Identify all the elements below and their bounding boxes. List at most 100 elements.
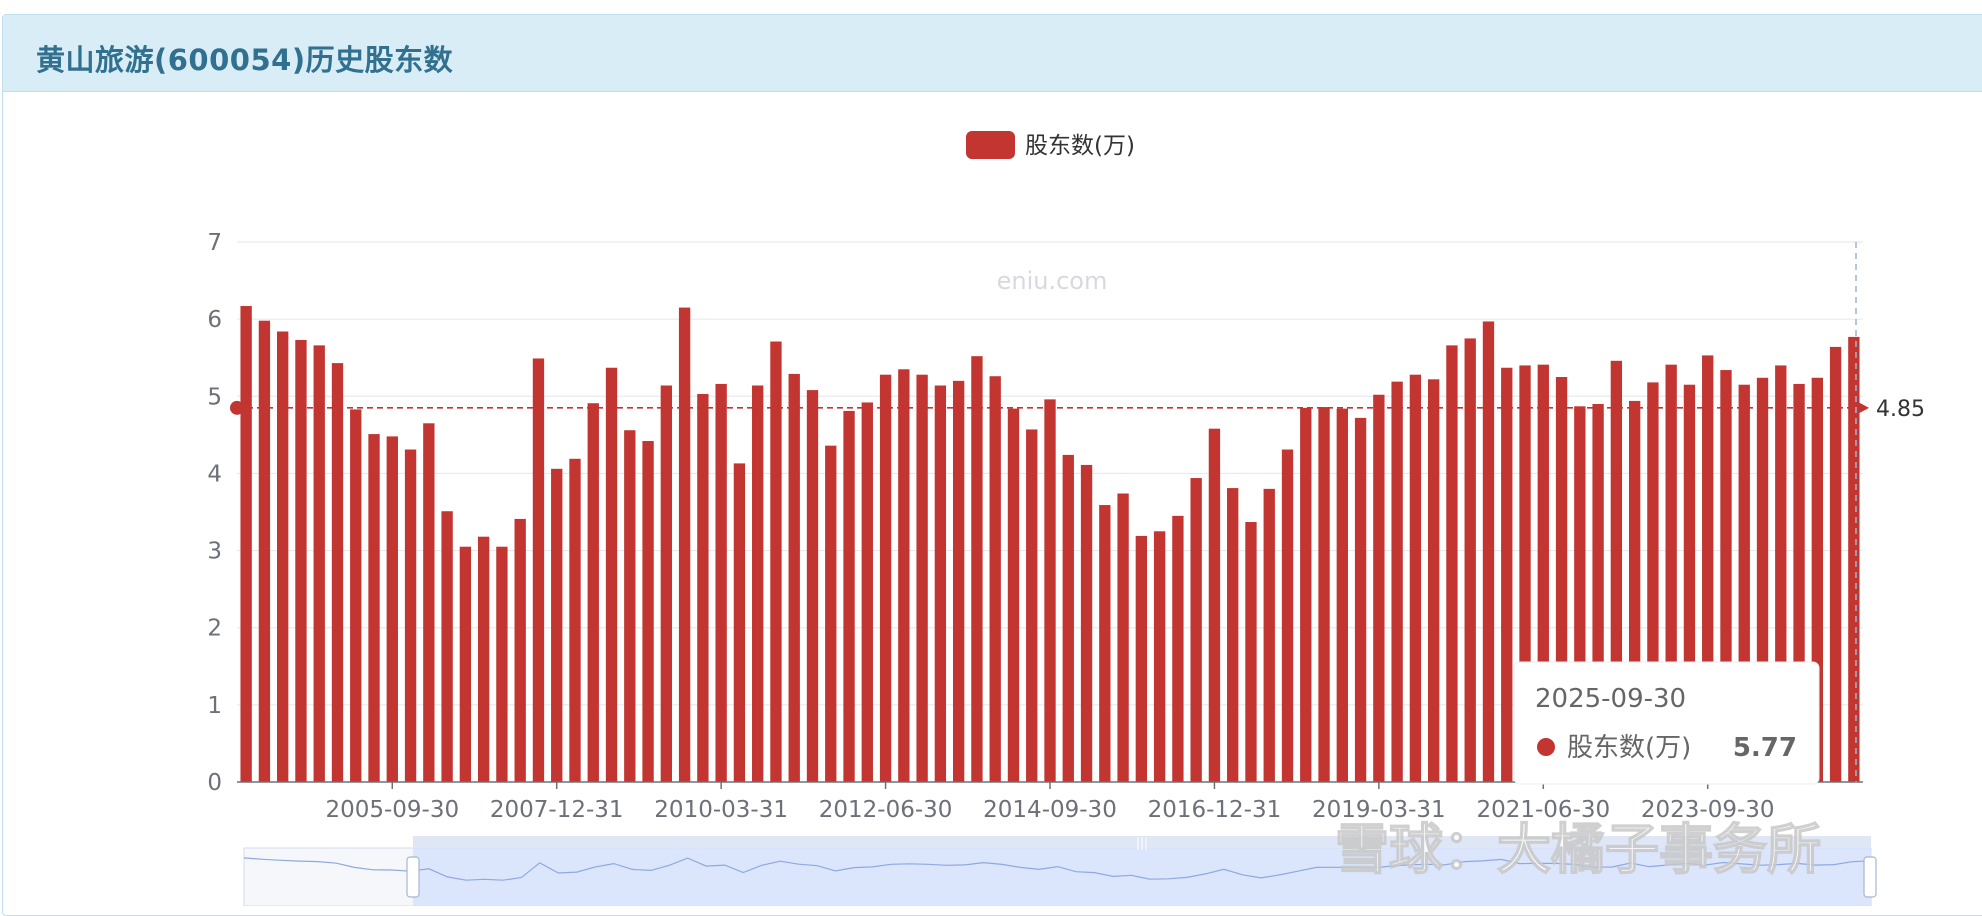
legend-label[interactable]: 股东数(万) xyxy=(1025,133,1135,159)
bar[interactable] xyxy=(1026,429,1038,782)
bar[interactable] xyxy=(459,546,472,782)
bar[interactable] xyxy=(240,306,252,782)
bar[interactable] xyxy=(1373,394,1385,782)
bar[interactable] xyxy=(441,511,453,782)
bar[interactable] xyxy=(532,358,545,782)
bar[interactable] xyxy=(1555,377,1568,782)
bar[interactable] xyxy=(624,430,636,782)
bar[interactable] xyxy=(733,463,746,782)
bar[interactable] xyxy=(1793,383,1805,782)
bar[interactable] xyxy=(1007,408,1020,782)
bar[interactable] xyxy=(1153,531,1166,782)
bar[interactable] xyxy=(788,373,800,782)
zoom-move-grip-icon[interactable]: ||| xyxy=(1136,836,1148,850)
bar[interactable] xyxy=(752,385,764,782)
bar[interactable] xyxy=(569,458,581,782)
bar[interactable] xyxy=(1848,336,1860,782)
bar[interactable] xyxy=(1227,488,1239,782)
bar[interactable] xyxy=(697,393,709,782)
bar[interactable] xyxy=(1446,345,1458,782)
bar[interactable] xyxy=(551,468,563,782)
bar[interactable] xyxy=(1099,505,1111,782)
bar[interactable] xyxy=(898,369,910,782)
bar[interactable] xyxy=(1702,355,1714,782)
bar[interactable] xyxy=(1391,381,1403,782)
bar[interactable] xyxy=(1263,488,1275,782)
bar[interactable] xyxy=(660,385,672,782)
bar[interactable] xyxy=(1775,365,1787,782)
bar[interactable] xyxy=(1738,384,1750,782)
bar[interactable] xyxy=(1409,374,1422,782)
bar[interactable] xyxy=(1592,404,1604,782)
bar[interactable] xyxy=(952,380,965,782)
bar[interactable] xyxy=(843,410,855,782)
bar[interactable] xyxy=(806,390,819,782)
bar[interactable] xyxy=(1281,449,1294,782)
bar[interactable] xyxy=(1537,364,1549,782)
bar[interactable] xyxy=(514,518,526,782)
tooltip-date: 2025-09-30 xyxy=(1535,684,1686,714)
bar[interactable] xyxy=(934,385,947,782)
bar[interactable] xyxy=(1044,399,1056,782)
bar[interactable] xyxy=(1080,464,1093,782)
bar[interactable] xyxy=(404,449,417,782)
bar[interactable] xyxy=(1190,478,1202,782)
zoom-move-handle[interactable] xyxy=(413,836,1871,848)
bar[interactable] xyxy=(587,403,599,782)
bar[interactable] xyxy=(258,320,271,782)
legend[interactable]: 股东数(万) xyxy=(966,131,1135,159)
bar[interactable] xyxy=(879,374,892,782)
bar[interactable] xyxy=(1354,417,1367,782)
bar[interactable] xyxy=(423,423,435,782)
bar[interactable] xyxy=(678,307,691,782)
bar[interactable] xyxy=(1464,338,1476,782)
bar[interactable] xyxy=(496,546,508,782)
bar[interactable] xyxy=(386,436,398,782)
bar[interactable] xyxy=(1811,377,1823,782)
bar[interactable] xyxy=(1117,493,1129,782)
bar[interactable] xyxy=(825,445,837,782)
bar[interactable] xyxy=(331,363,344,782)
bar[interactable] xyxy=(1720,370,1732,782)
bar[interactable] xyxy=(1683,384,1696,782)
bar[interactable] xyxy=(1628,400,1641,782)
bar[interactable] xyxy=(350,409,362,782)
bar[interactable] xyxy=(1647,382,1659,782)
bar[interactable] xyxy=(1428,379,1440,782)
bar[interactable] xyxy=(277,331,289,782)
bar[interactable] xyxy=(861,402,873,782)
zoom-handle-right[interactable] xyxy=(1863,856,1877,898)
bar[interactable] xyxy=(916,374,928,782)
bar[interactable] xyxy=(1756,377,1769,782)
bar[interactable] xyxy=(313,345,325,782)
bar[interactable] xyxy=(642,441,654,782)
bar[interactable] xyxy=(1300,407,1312,782)
zoom-handle-left[interactable] xyxy=(406,856,420,898)
bar[interactable] xyxy=(1336,408,1348,782)
data-zoom-slider[interactable]: ||| xyxy=(243,836,1877,906)
bar[interactable] xyxy=(1318,407,1330,782)
bar[interactable] xyxy=(368,434,380,782)
bar[interactable] xyxy=(1245,522,1257,782)
bar[interactable] xyxy=(605,367,618,782)
bar[interactable] xyxy=(715,383,727,782)
legend-swatch[interactable] xyxy=(966,131,1015,159)
bar[interactable] xyxy=(1574,406,1586,782)
bar[interactable] xyxy=(1062,454,1074,782)
bar[interactable] xyxy=(1829,346,1842,782)
bar[interactable] xyxy=(1482,321,1495,782)
bar[interactable] xyxy=(477,536,490,782)
bar[interactable] xyxy=(971,356,983,782)
bar[interactable] xyxy=(1665,364,1677,782)
x-tick-label: 2016-12-31 xyxy=(1148,797,1282,823)
bar[interactable] xyxy=(1519,365,1531,782)
bar[interactable] xyxy=(1501,367,1513,782)
bar[interactable] xyxy=(295,339,307,782)
bar-series[interactable] xyxy=(240,306,1860,782)
bar[interactable] xyxy=(989,376,1001,782)
bar[interactable] xyxy=(1172,515,1184,782)
bar[interactable] xyxy=(770,341,782,782)
bar[interactable] xyxy=(1135,535,1148,782)
bar[interactable] xyxy=(1208,428,1221,782)
bar[interactable] xyxy=(1610,360,1623,782)
